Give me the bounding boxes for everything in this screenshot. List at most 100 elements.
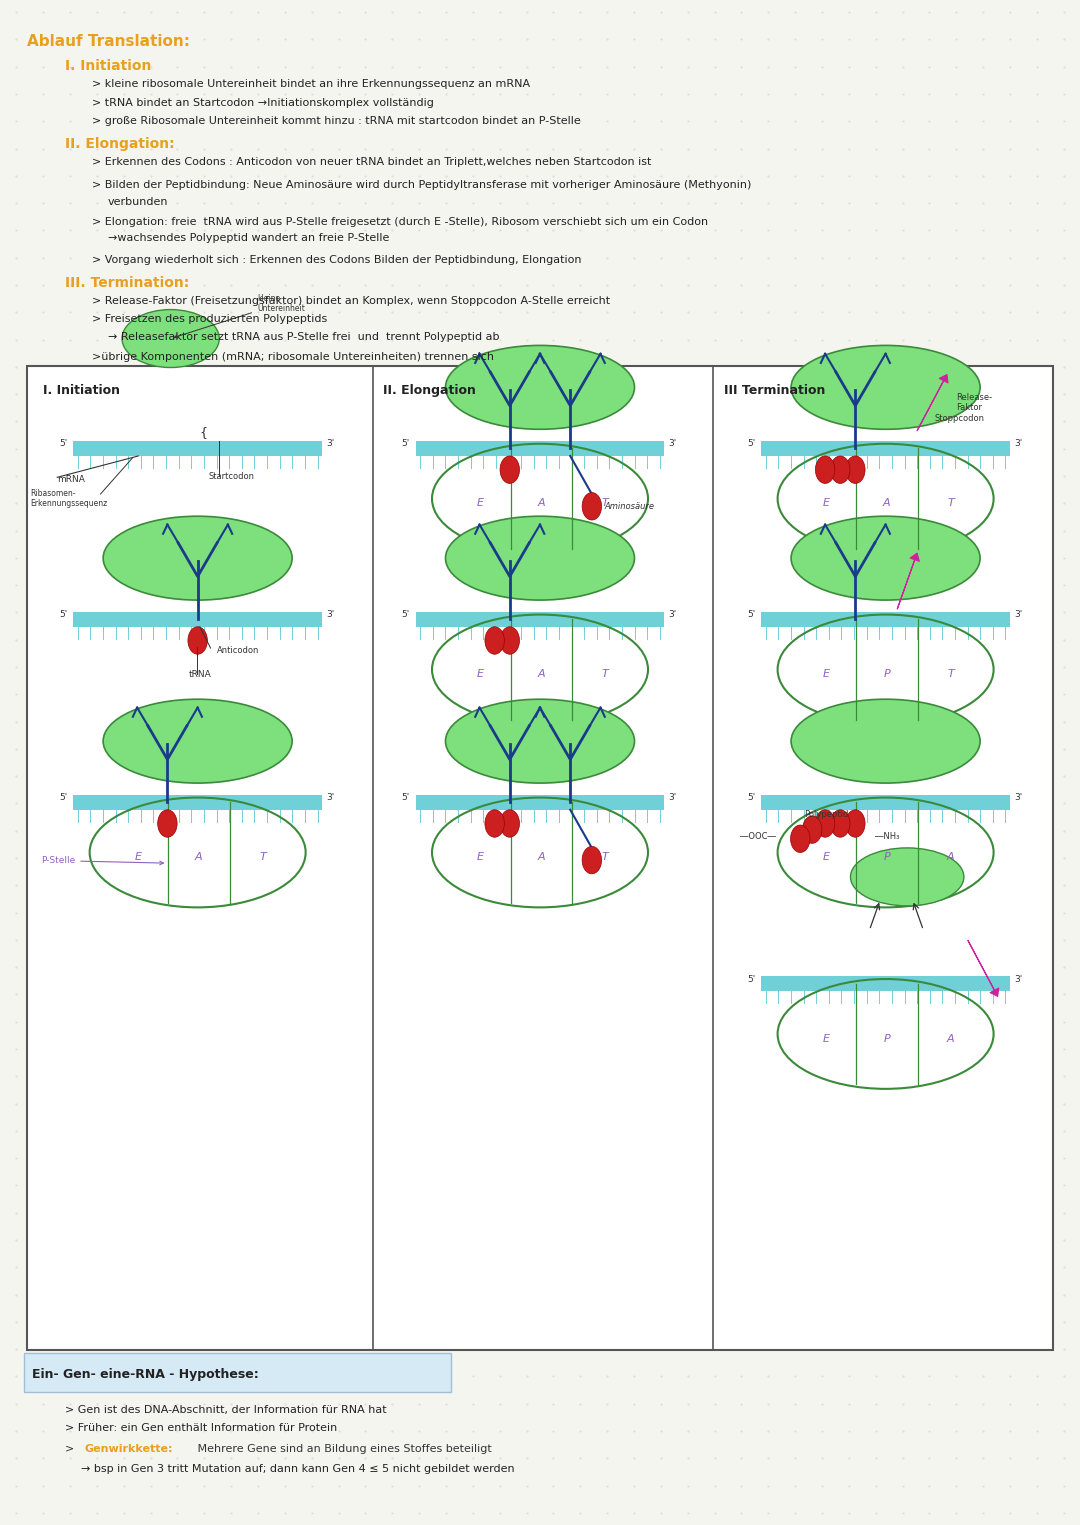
Text: T: T — [947, 499, 954, 508]
Text: E: E — [823, 499, 829, 508]
Text: A: A — [946, 852, 955, 862]
FancyArrowPatch shape — [917, 375, 948, 430]
FancyArrowPatch shape — [897, 554, 919, 608]
Circle shape — [802, 816, 822, 843]
Circle shape — [815, 810, 835, 837]
Text: T: T — [602, 669, 608, 679]
Text: > Gen ist des DNA-Abschnitt, der Information für RNA hat: > Gen ist des DNA-Abschnitt, der Informa… — [65, 1405, 387, 1415]
FancyBboxPatch shape — [761, 612, 1010, 627]
FancyBboxPatch shape — [416, 441, 664, 456]
Ellipse shape — [103, 515, 292, 601]
Circle shape — [158, 810, 177, 837]
Text: > große Ribosomale Untereinheit kommt hinzu : tRNA mit startcodon bindet an P-St: > große Ribosomale Untereinheit kommt hi… — [92, 116, 581, 127]
FancyBboxPatch shape — [761, 976, 1010, 991]
Text: ―OOC―: ―OOC― — [740, 831, 775, 840]
Text: 5': 5' — [747, 610, 756, 619]
Text: Startcodon: Startcodon — [208, 471, 255, 480]
Text: E: E — [135, 852, 141, 862]
Text: Release-
Faktor: Release- Faktor — [956, 393, 991, 412]
FancyBboxPatch shape — [416, 612, 664, 627]
Text: A: A — [882, 499, 891, 508]
Text: > Früher: ein Gen enthält Information für Protein: > Früher: ein Gen enthält Information fü… — [65, 1423, 337, 1434]
FancyBboxPatch shape — [761, 441, 1010, 456]
Text: Polypeptid: Polypeptid — [805, 810, 849, 819]
Ellipse shape — [446, 698, 635, 784]
Text: T: T — [947, 669, 954, 679]
Text: II. Elongation: II. Elongation — [383, 384, 476, 398]
Text: > Elongation: freie  tRNA wird aus P-Stelle freigesetzt (durch E -Stelle), Ribos: > Elongation: freie tRNA wird aus P-Stel… — [92, 217, 707, 227]
Text: 3': 3' — [1014, 610, 1023, 619]
Text: > Bilden der Peptidbindung: Neue Aminosäure wird durch Peptidyltransferase mit v: > Bilden der Peptidbindung: Neue Aminosä… — [92, 180, 752, 191]
Ellipse shape — [791, 345, 981, 430]
Text: Ribasomen-
Erkennungssequenz: Ribasomen- Erkennungssequenz — [30, 490, 108, 508]
Text: → Releasefaktor setzt tRNA aus P-Stelle frei  und  trennt Polypeptid ab: → Releasefaktor setzt tRNA aus P-Stelle … — [108, 332, 499, 343]
Text: A: A — [946, 1034, 955, 1043]
Text: >übrige Komponenten (mRNA; ribosomale Untereinheiten) trennen sich: >übrige Komponenten (mRNA; ribosomale Un… — [92, 352, 494, 363]
Text: E: E — [477, 852, 484, 862]
Circle shape — [815, 456, 835, 483]
Text: > Vorgang wiederholt sich : Erkennen des Codons Bilden der Peptidbindung, Elonga: > Vorgang wiederholt sich : Erkennen des… — [92, 255, 581, 265]
Text: kleine
Untereinheit: kleine Untereinheit — [174, 294, 305, 339]
Text: E: E — [823, 1034, 829, 1043]
Ellipse shape — [446, 345, 635, 430]
Text: 3': 3' — [669, 610, 677, 619]
Text: 5': 5' — [59, 439, 68, 448]
Text: II. Elongation:: II. Elongation: — [65, 137, 175, 151]
FancyBboxPatch shape — [761, 795, 1010, 810]
Text: T: T — [259, 852, 266, 862]
Text: 3': 3' — [326, 793, 335, 802]
Circle shape — [500, 627, 519, 654]
Text: Anticodon: Anticodon — [217, 645, 259, 654]
Text: P-Stelle: P-Stelle — [41, 856, 163, 865]
FancyBboxPatch shape — [73, 612, 322, 627]
Text: > kleine ribosomale Untereinheit bindet an ihre Erkennungssequenz an mRNA: > kleine ribosomale Untereinheit bindet … — [92, 79, 530, 90]
Text: I. Initiation: I. Initiation — [43, 384, 120, 398]
Text: 3': 3' — [669, 439, 677, 448]
Text: mRNA: mRNA — [57, 474, 85, 483]
Text: 5': 5' — [747, 793, 756, 802]
Text: P: P — [883, 852, 890, 862]
FancyBboxPatch shape — [73, 795, 322, 810]
Text: 5': 5' — [59, 793, 68, 802]
Circle shape — [582, 493, 602, 520]
Text: {: { — [200, 425, 207, 439]
Text: E: E — [823, 852, 829, 862]
Text: 3': 3' — [326, 439, 335, 448]
Circle shape — [791, 825, 810, 852]
Text: → bsp in Gen 3 tritt Mutation auf; dann kann Gen 4 ≤ 5 nicht gebildet werden: → bsp in Gen 3 tritt Mutation auf; dann … — [81, 1464, 515, 1475]
Text: →wachsendes Polypeptid wandert an freie P-Stelle: →wachsendes Polypeptid wandert an freie … — [108, 233, 390, 244]
Text: 5': 5' — [747, 974, 756, 984]
Text: A: A — [537, 852, 545, 862]
Text: I. Initiation: I. Initiation — [65, 59, 151, 73]
FancyBboxPatch shape — [73, 441, 322, 456]
Text: >: > — [65, 1444, 78, 1455]
Ellipse shape — [103, 698, 292, 784]
Text: P: P — [883, 1034, 890, 1043]
Text: E: E — [477, 669, 484, 679]
Text: A: A — [194, 852, 203, 862]
Text: 5': 5' — [402, 793, 410, 802]
Text: III Termination: III Termination — [724, 384, 825, 398]
Text: 3': 3' — [1014, 439, 1023, 448]
Text: T: T — [602, 499, 608, 508]
Text: 5': 5' — [402, 439, 410, 448]
FancyBboxPatch shape — [24, 1353, 451, 1392]
Text: > Release-Faktor (Freisetzungsfaktor) bindet an Komplex, wenn Stoppcodon A-Stell: > Release-Faktor (Freisetzungsfaktor) bi… — [92, 296, 610, 307]
Text: > Erkennen des Codons : Anticodon von neuer tRNA bindet an Triplett,welches nebe: > Erkennen des Codons : Anticodon von ne… — [92, 157, 651, 168]
Text: Stoppcodon: Stoppcodon — [934, 413, 984, 422]
Text: Ein- Gen- eine-RNA - Hypothese:: Ein- Gen- eine-RNA - Hypothese: — [32, 1368, 259, 1382]
Ellipse shape — [791, 698, 981, 784]
Text: E: E — [477, 499, 484, 508]
Circle shape — [831, 456, 850, 483]
Text: 3': 3' — [1014, 793, 1023, 802]
Ellipse shape — [122, 310, 219, 368]
Text: A: A — [537, 669, 545, 679]
Circle shape — [831, 810, 850, 837]
Text: E: E — [823, 669, 829, 679]
Circle shape — [500, 456, 519, 483]
Circle shape — [846, 810, 865, 837]
FancyBboxPatch shape — [416, 795, 664, 810]
Text: > Freisetzen des produzierten Polypeptids: > Freisetzen des produzierten Polypeptid… — [92, 314, 327, 325]
Text: Genwirkkette:: Genwirkkette: — [84, 1444, 173, 1455]
Text: 5': 5' — [402, 610, 410, 619]
